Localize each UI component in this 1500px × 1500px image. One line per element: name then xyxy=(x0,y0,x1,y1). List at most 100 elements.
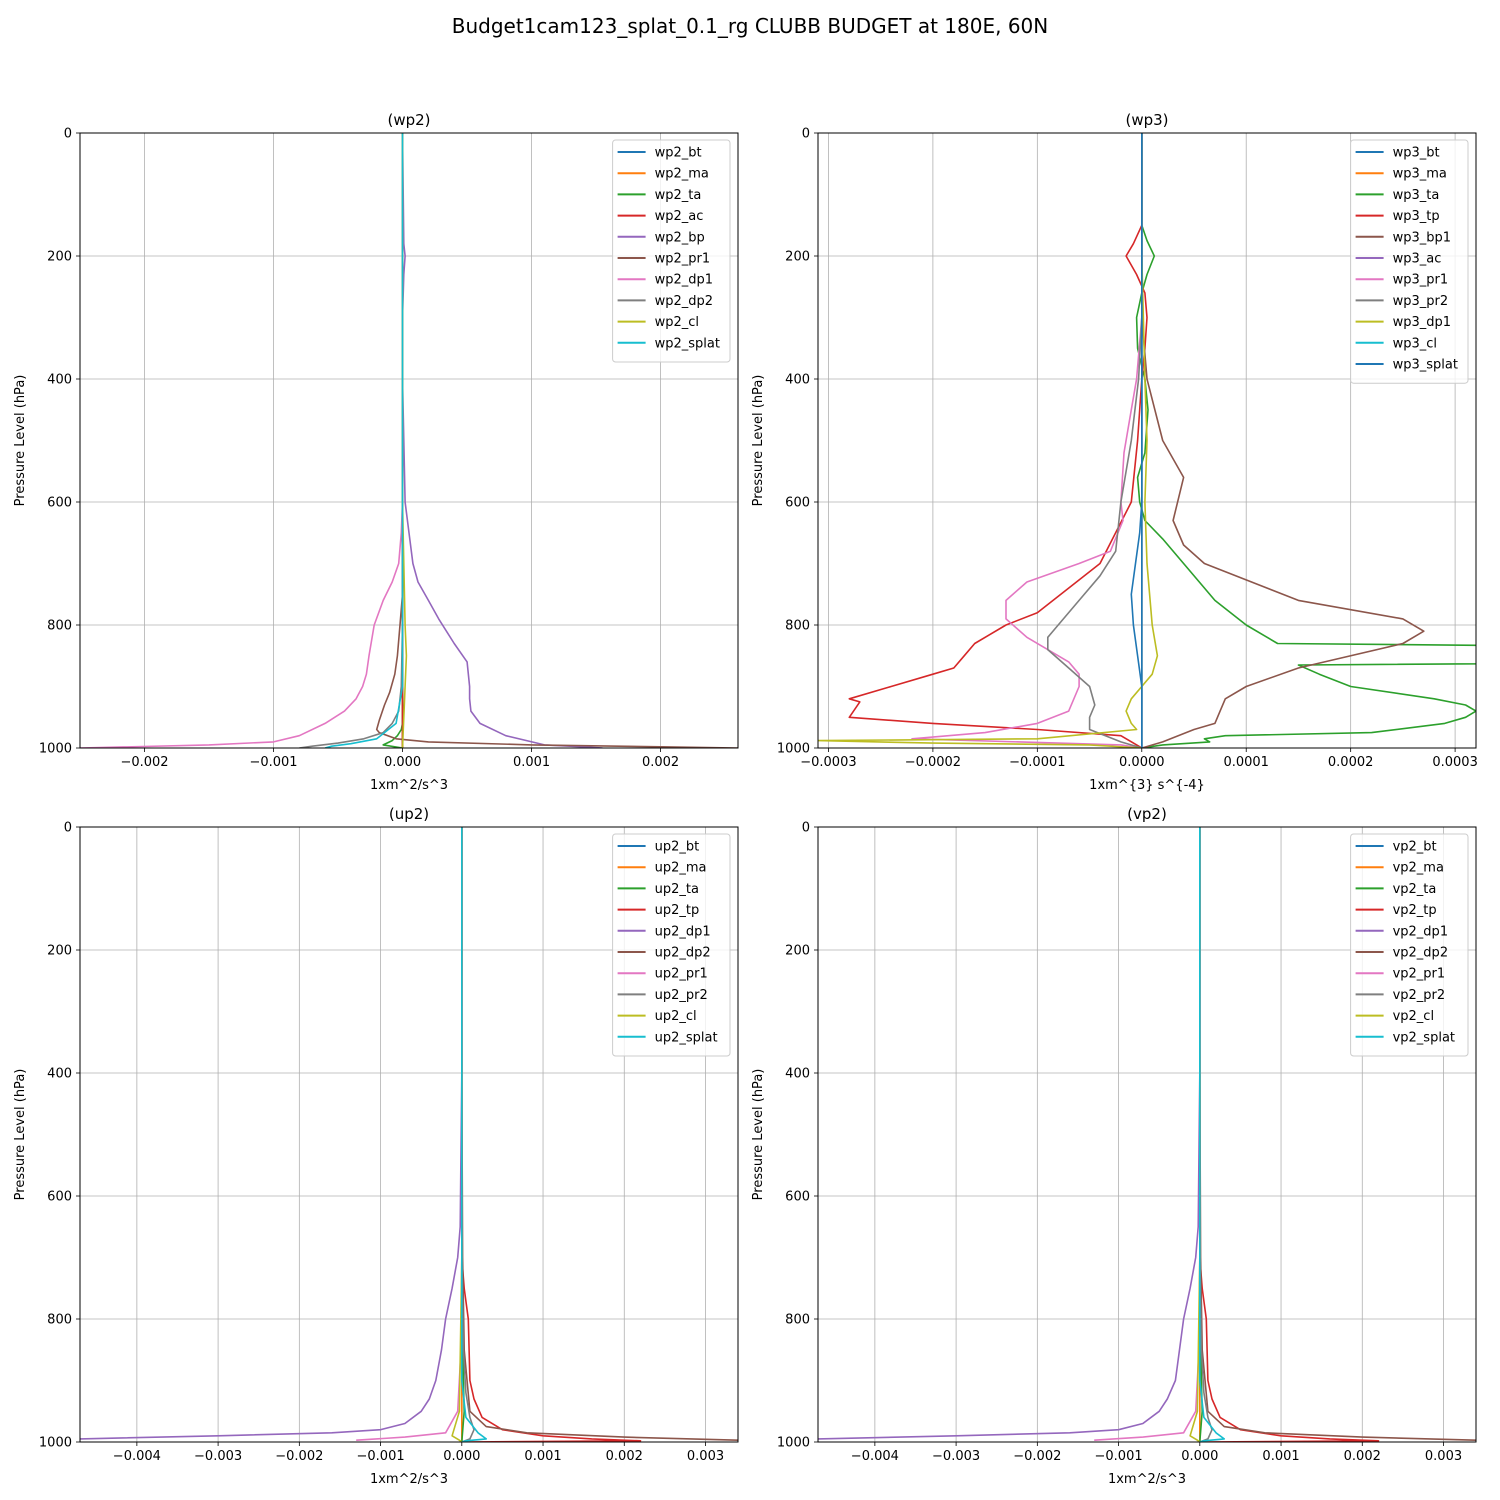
x-tick-label: −0.001 xyxy=(249,755,297,770)
plot-area xyxy=(80,827,738,1442)
subplot-3: −0.004 −0.003 −0.002 −0.001 0.000 0.001 0.002 0… xyxy=(751,805,1477,1487)
x-tick-label: 0.000 xyxy=(1181,1449,1218,1464)
x-tick-label: 0.0002 xyxy=(1328,755,1374,770)
x-tick-label: 0.000 xyxy=(384,755,421,770)
series-line-up2_cl xyxy=(451,827,463,1442)
series-line-vp2_splat xyxy=(1199,827,1225,1442)
legend-label-up2_splat: up2_splat xyxy=(655,1030,718,1045)
subplot-title: (up2) xyxy=(389,805,429,823)
legend-label-wp3_ma: wp3_ma xyxy=(1393,167,1447,182)
x-tick-label: −0.003 xyxy=(932,1449,980,1464)
legend-label-up2_dp1: up2_dp1 xyxy=(655,924,711,939)
series-line-wp2_dp2 xyxy=(299,133,404,748)
series-line-up2_pr1 xyxy=(356,827,463,1441)
x-tick-label: −0.002 xyxy=(275,1449,323,1464)
y-tick-label: 800 xyxy=(785,1313,810,1328)
series-line-wp3_ta xyxy=(1135,133,1476,748)
legend-label-wp3_bp1: wp3_bp1 xyxy=(1393,230,1451,245)
legend: wp3_bt wp3_ma wp3_ta wp3_tp wp3_bp1 wp3_ac wp3… xyxy=(1350,139,1469,384)
legend-label-wp2_cl: wp2_cl xyxy=(655,315,699,330)
subplot-title: (wp2) xyxy=(387,111,430,129)
legend-label-vp2_ma: vp2_ma xyxy=(1393,861,1444,876)
legend-label-wp2_bt: wp2_bt xyxy=(655,146,702,161)
legend-label-vp2_tp: vp2_tp xyxy=(1393,903,1437,918)
x-tick-label: −0.0001 xyxy=(1009,755,1065,770)
series-line-wp2_bp xyxy=(401,133,603,748)
legend-label-vp2_cl: vp2_cl xyxy=(1393,1009,1434,1024)
subplot-title: (wp3) xyxy=(1125,111,1168,129)
legend-label-up2_pr2: up2_pr2 xyxy=(655,988,708,1003)
x-tick-label: 0.0001 xyxy=(1223,755,1269,770)
series-line-wp3_pr1 xyxy=(911,133,1143,748)
series-line-wp2_dp1 xyxy=(80,133,404,748)
x-tick-label: −0.0003 xyxy=(800,755,856,770)
x-tick-label: 0.002 xyxy=(642,755,679,770)
y-tick-label: 200 xyxy=(47,944,72,959)
legend-label-wp2_dp1: wp2_dp1 xyxy=(655,273,713,288)
series-line-wp3_bp1 xyxy=(1141,133,1425,748)
y-tick-label: 200 xyxy=(785,250,810,265)
y-tick-label: 800 xyxy=(47,1313,72,1328)
series-line-vp2_pr1 xyxy=(1094,827,1201,1441)
x-axis-label: 1xm^2/s^3 xyxy=(370,1472,448,1487)
legend-label-wp2_bp: wp2_bp xyxy=(655,230,705,245)
subplot-1: −0.0003 −0.0002 −0.0001 0.0000 0.0001 0.0002 0… xyxy=(751,111,1478,793)
y-tick-label: 600 xyxy=(47,496,72,511)
x-axis-label: 1xm^{3} s^{-4} xyxy=(1089,778,1205,793)
axes-frame xyxy=(79,132,739,749)
legend: vp2_bt vp2_ma vp2_ta vp2_tp vp2_dp1 vp2_dp2vp… xyxy=(1350,833,1469,1057)
x-tick-label: −0.002 xyxy=(120,755,168,770)
legend-label-wp3_tp: wp3_tp xyxy=(1393,209,1440,224)
x-tick-label: −0.001 xyxy=(357,1449,405,1464)
y-tick-label: 0 xyxy=(64,821,72,836)
y-tick-label: 1000 xyxy=(39,1436,72,1451)
y-tick-label: 400 xyxy=(785,373,810,388)
legend-box xyxy=(1350,833,1469,1057)
y-axis-label: Pressure Level (hPa) xyxy=(13,1069,28,1201)
x-tick-label: −0.003 xyxy=(194,1449,242,1464)
series-line-vp2_pr2 xyxy=(1199,827,1213,1442)
legend-label-vp2_pr2: vp2_pr2 xyxy=(1393,988,1446,1003)
legend-label-vp2_pr1: vp2_pr1 xyxy=(1393,967,1446,982)
plot-area xyxy=(818,133,1476,748)
legend-label-wp2_splat: wp2_splat xyxy=(655,336,720,351)
series-line-up2_splat xyxy=(460,827,488,1442)
legend-label-up2_tp: up2_tp xyxy=(655,903,700,918)
axes-frame xyxy=(817,132,1477,749)
series-line-wp2_splat xyxy=(324,133,404,748)
legend-label-wp2_pr1: wp2_pr1 xyxy=(655,252,711,267)
y-axis-label: Pressure Level (hPa) xyxy=(751,375,766,507)
legend-box xyxy=(612,139,731,363)
legend-label-vp2_splat: vp2_splat xyxy=(1393,1030,1455,1045)
legend-label-up2_pr1: up2_pr1 xyxy=(655,967,708,982)
legend-label-wp2_ta: wp2_ta xyxy=(655,188,702,203)
y-tick-label: 800 xyxy=(785,619,810,634)
x-tick-label: 0.001 xyxy=(524,1449,561,1464)
y-tick-label: 600 xyxy=(47,1190,72,1205)
legend-label-wp3_cl: wp3_cl xyxy=(1393,336,1437,351)
x-tick-label: −0.004 xyxy=(113,1449,161,1464)
legend-label-wp3_bt: wp3_bt xyxy=(1393,146,1440,161)
y-tick-label: 0 xyxy=(64,127,72,142)
legend-label-up2_ma: up2_ma xyxy=(655,861,707,876)
series-line-wp3_dp1 xyxy=(818,133,1159,748)
legend-label-up2_cl: up2_cl xyxy=(655,1009,697,1024)
x-tick-label: −0.001 xyxy=(1095,1449,1143,1464)
series-line-up2_dp1 xyxy=(80,827,463,1440)
legend-label-wp3_dp1: wp3_dp1 xyxy=(1393,315,1451,330)
series-line-wp3_tp xyxy=(848,133,1148,748)
series-line-wp3_pr2 xyxy=(1047,133,1143,748)
series-line-vp2_dp1 xyxy=(818,827,1201,1440)
legend: up2_bt up2_ma up2_ta up2_tp up2_dp1 up2_dp2up… xyxy=(612,833,731,1057)
legend-label-wp3_pr2: wp3_pr2 xyxy=(1393,294,1449,309)
x-tick-label: 0.002 xyxy=(606,1449,643,1464)
legend-label-wp3_pr1: wp3_pr1 xyxy=(1393,273,1449,288)
subplot-title: (vp2) xyxy=(1127,805,1167,823)
x-tick-label: 0.001 xyxy=(1262,1449,1299,1464)
figure-title: Budget1cam123_splat_0.1_rg CLUBB BUDGET … xyxy=(451,14,1049,38)
series-line-wp3_bt xyxy=(1130,133,1143,748)
x-axis-label: 1xm^2/s^3 xyxy=(1108,1472,1186,1487)
legend-label-wp2_dp2: wp2_dp2 xyxy=(655,294,713,309)
legend-label-vp2_dp1: vp2_dp1 xyxy=(1393,924,1449,939)
legend-label-up2_dp2: up2_dp2 xyxy=(655,946,711,961)
